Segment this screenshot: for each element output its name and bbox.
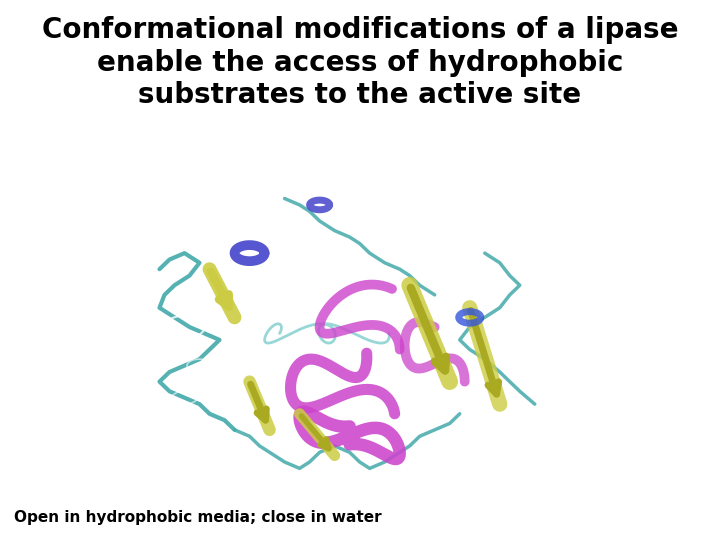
Text: Open in hydrophobic media; close in water: Open in hydrophobic media; close in wate… <box>14 510 382 525</box>
Text: Conformational modifications of a lipase
enable the access of hydrophobic
substr: Conformational modifications of a lipase… <box>42 16 678 109</box>
Text: 19: 19 <box>305 242 315 251</box>
Text: 69: 69 <box>354 258 365 267</box>
